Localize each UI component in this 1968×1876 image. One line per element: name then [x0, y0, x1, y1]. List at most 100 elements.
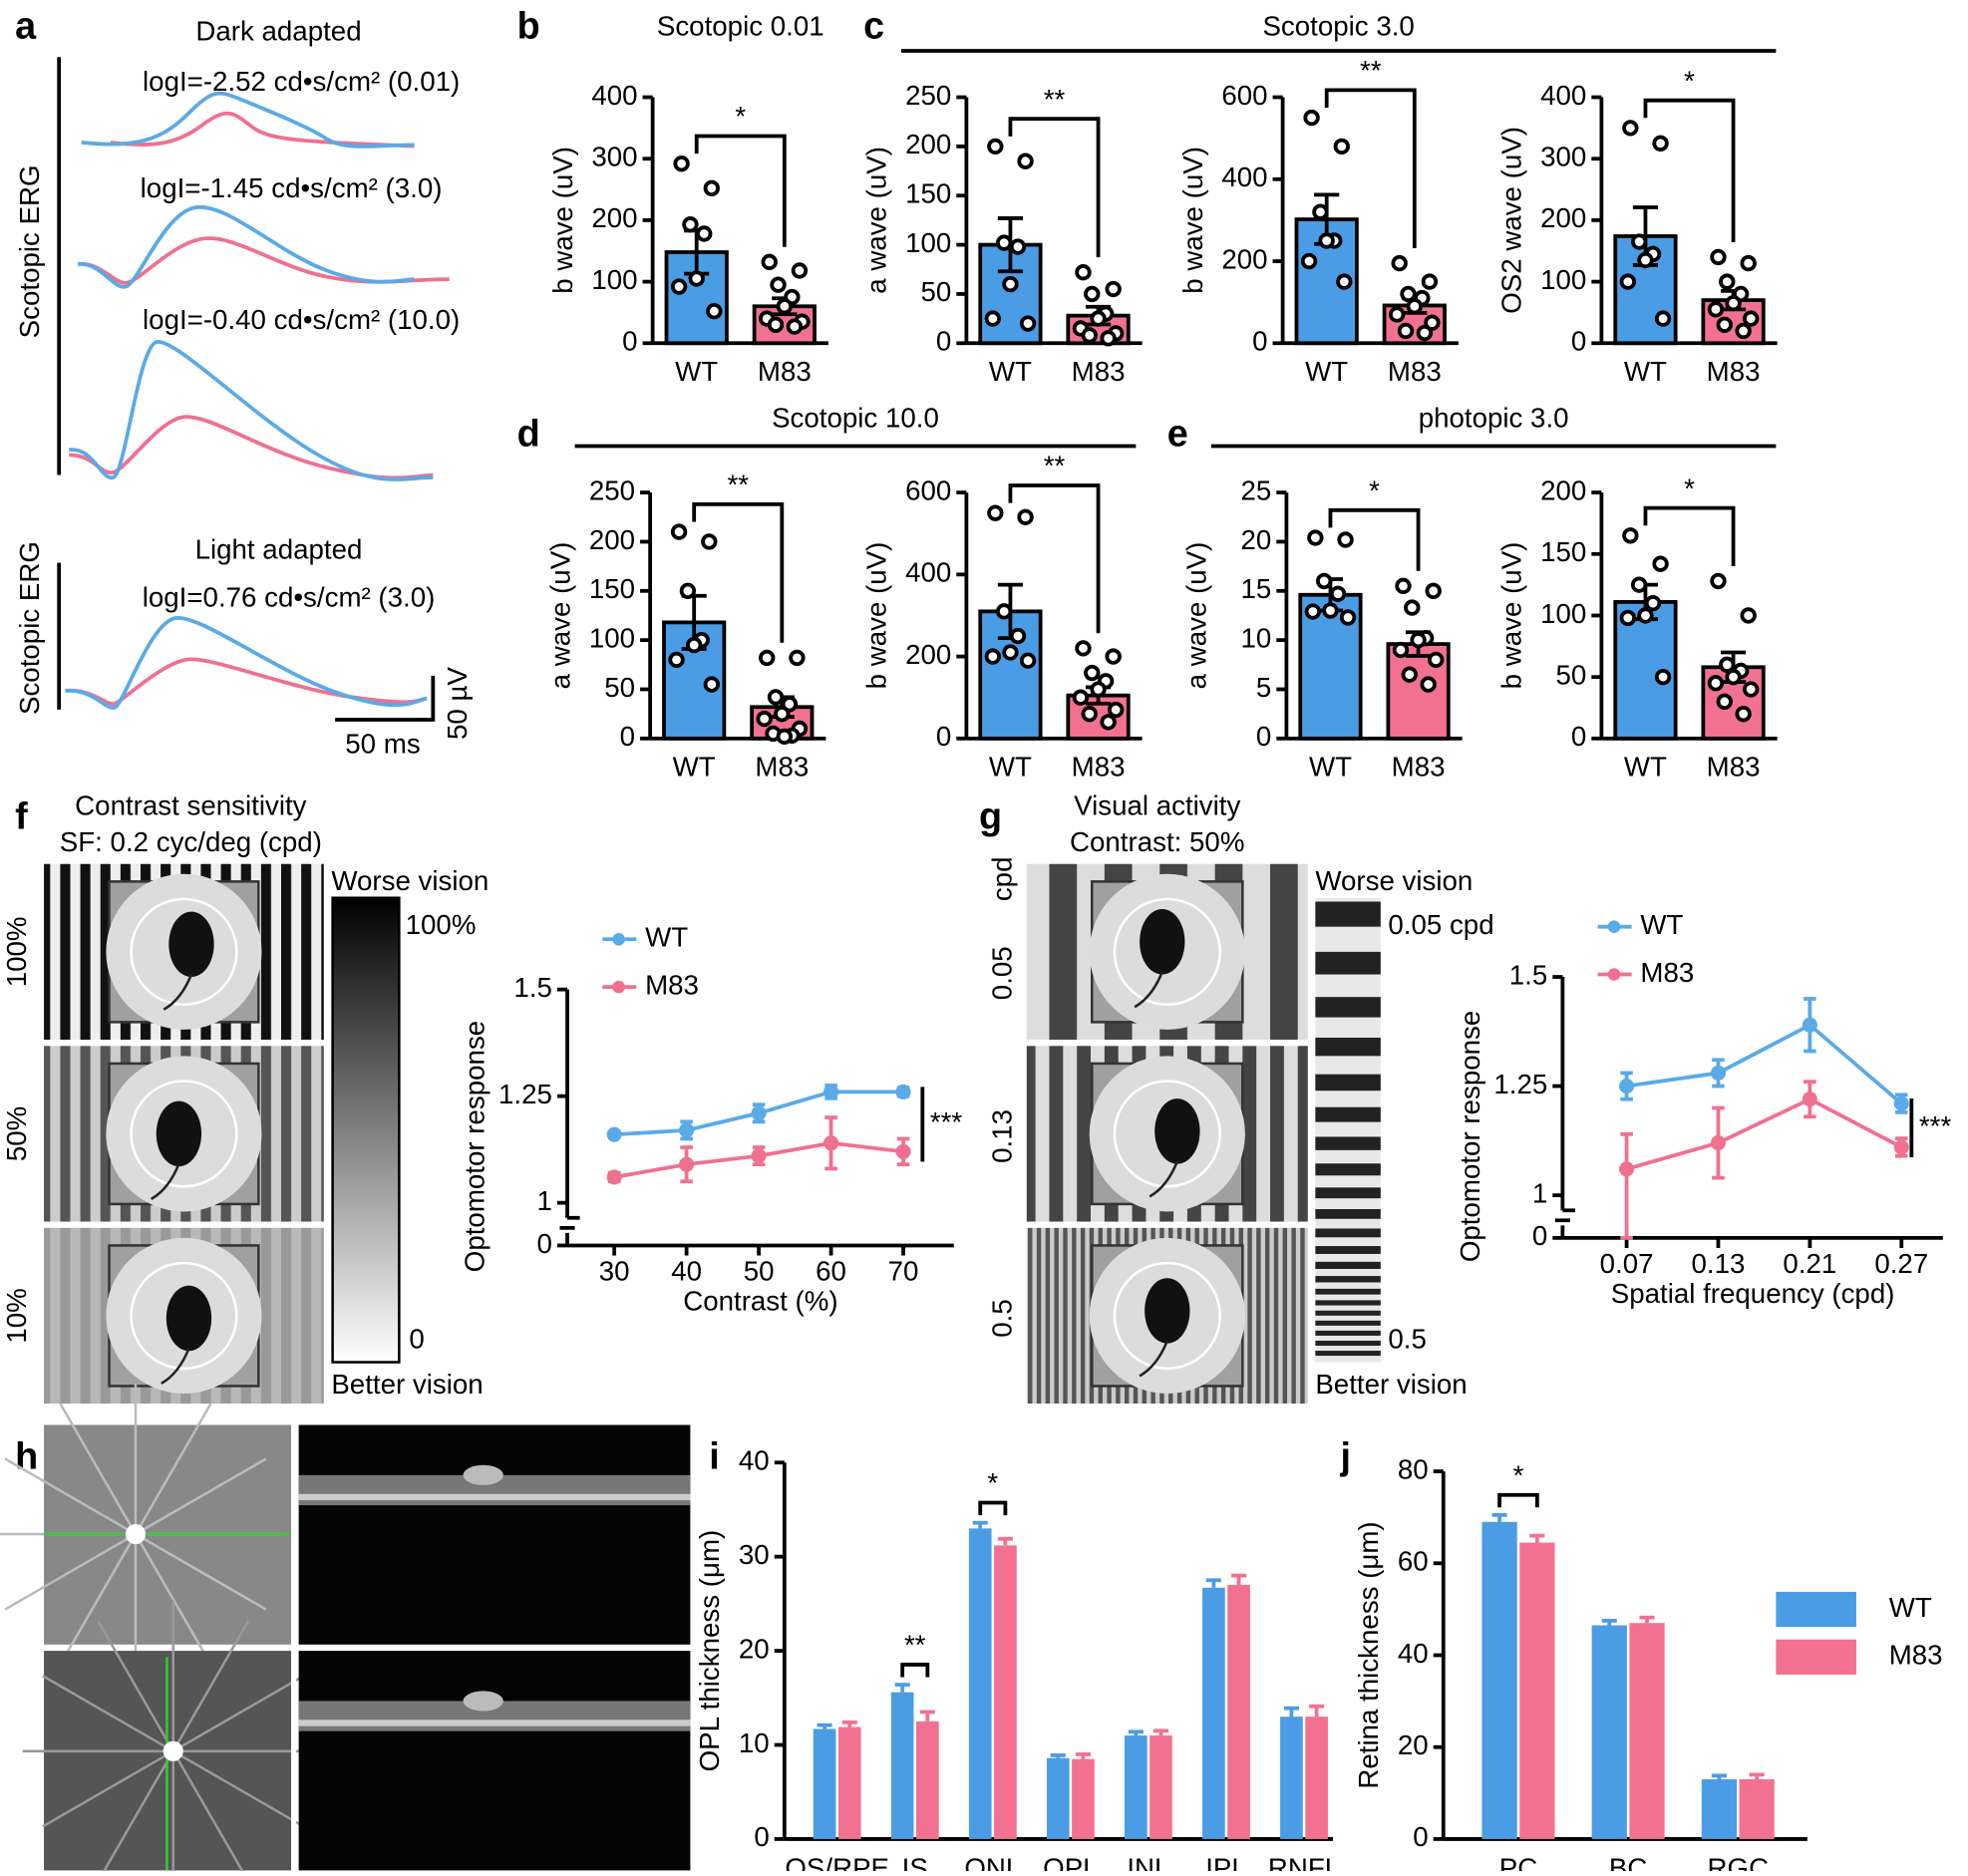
data-point — [767, 316, 785, 333]
vessel — [171, 1620, 250, 1752]
y-tick-label: 50 — [604, 672, 635, 703]
data-point — [1743, 310, 1760, 327]
vessel — [134, 1403, 212, 1535]
mouse — [156, 1100, 202, 1167]
data-point — [1707, 301, 1725, 318]
legend-marker — [1607, 920, 1621, 933]
data-point — [1622, 527, 1639, 544]
data-point — [1081, 705, 1098, 723]
data-point — [1719, 656, 1736, 674]
data-point — [1735, 705, 1752, 723]
y-tick-label: 0 — [537, 1228, 552, 1259]
erg-trace — [65, 657, 428, 706]
fundus-mask — [291, 1421, 297, 1648]
colorbar-label: 100% — [406, 909, 477, 940]
data-point — [1710, 572, 1727, 590]
significance-label: * — [1684, 472, 1695, 503]
oct-band — [298, 1493, 691, 1501]
data-point — [1725, 668, 1742, 686]
x-tick-label: M83 — [1388, 356, 1442, 387]
y-tick-label: 200 — [1540, 474, 1586, 505]
erg-title: Light adapted — [195, 534, 363, 565]
data-point — [1802, 1092, 1817, 1107]
y-tick-label: 200 — [1540, 202, 1586, 233]
x-tick-label: IS — [902, 1853, 928, 1871]
axis-break — [1554, 1208, 1575, 1238]
y-tick-label: 0 — [1571, 326, 1586, 357]
y-tick-label: 0 — [1571, 721, 1586, 752]
data-point — [789, 649, 806, 667]
y-axis-label: Optomotor response — [460, 1021, 491, 1272]
x-tick-label: INL — [1127, 1853, 1169, 1871]
data-point — [1710, 248, 1727, 266]
data-point — [1100, 330, 1117, 347]
vessel — [97, 1620, 174, 1752]
panel-letter: f — [15, 795, 28, 837]
data-point — [1108, 701, 1125, 719]
x-tick-label: 0.07 — [1600, 1248, 1654, 1279]
data-point — [1420, 676, 1437, 693]
data-point — [1619, 1079, 1635, 1094]
data-point — [679, 1122, 695, 1138]
mouse — [1145, 1278, 1190, 1344]
chart-title: Scotopic 0.01 — [657, 11, 824, 42]
platform-ring — [1113, 897, 1221, 1006]
data-point — [1303, 109, 1320, 127]
erg-trace — [69, 340, 434, 481]
data-point — [1406, 298, 1423, 315]
group-title: photopic 3.0 — [1419, 402, 1569, 433]
data-point — [1084, 285, 1101, 303]
colorbar-stripe — [1315, 1163, 1381, 1176]
colorbar — [1315, 897, 1381, 1363]
y-tick-label: 0 — [936, 721, 951, 752]
oct-disc — [463, 1691, 503, 1712]
y-axis-label: b wave (uV) — [547, 147, 578, 294]
colorbar-stripe — [1315, 1330, 1381, 1336]
legend-label: WT — [1640, 909, 1683, 940]
data-point — [696, 225, 713, 242]
y-tick-label: 1 — [1532, 1177, 1547, 1208]
colorbar-stripe — [1315, 1136, 1381, 1150]
data-point — [1336, 273, 1353, 290]
colorbar-label: 0.5 — [1388, 1323, 1427, 1354]
data-point — [995, 234, 1013, 251]
row-label: 10% — [1, 1288, 32, 1343]
colorbar-stripe — [1315, 1037, 1381, 1057]
colorbar-stripe — [1315, 1288, 1381, 1295]
data-point — [770, 276, 787, 293]
significance-bracket — [900, 1663, 930, 1678]
data-point — [895, 1084, 911, 1099]
x-tick-label: M83 — [1392, 751, 1446, 782]
y-tick-label: 40 — [739, 1445, 770, 1476]
bar — [1629, 1623, 1665, 1839]
row-label: 100% — [1, 916, 32, 987]
vessel — [42, 1749, 174, 1828]
significance-label: * — [1513, 1459, 1524, 1490]
significance-label: * — [735, 101, 746, 132]
y-tick-label: 1.25 — [1493, 1069, 1547, 1099]
bar — [813, 1728, 836, 1839]
y-tick-label: 0 — [622, 326, 637, 357]
data-point — [686, 636, 703, 654]
colorbar-label: Worse vision — [1315, 865, 1473, 896]
x-tick-label: 40 — [671, 1255, 702, 1286]
data-point — [1707, 675, 1725, 692]
colorbar-stripe — [1315, 1351, 1381, 1357]
data-point — [987, 138, 1004, 156]
colorbar-stripe — [1315, 1228, 1381, 1238]
legend-label: M83 — [1640, 957, 1694, 988]
x-tick-label: 70 — [888, 1255, 919, 1286]
data-point — [706, 303, 723, 320]
data-point — [1637, 607, 1654, 624]
y-axis-label: b wave (uV) — [1177, 147, 1208, 294]
colorbar-stripe — [1315, 1310, 1381, 1316]
data-point — [1392, 641, 1410, 659]
colorbar-stripe — [1315, 1276, 1381, 1283]
y-tick-label: 50 — [1555, 659, 1586, 690]
x-tick-label: WT — [1305, 356, 1348, 387]
data-point — [1416, 324, 1434, 342]
significance-label: ** — [727, 469, 749, 500]
colorbar-stripe — [1315, 1246, 1381, 1254]
significance-label: *** — [1919, 1110, 1952, 1141]
y-axis-label: a wave (uV) — [1181, 542, 1212, 690]
